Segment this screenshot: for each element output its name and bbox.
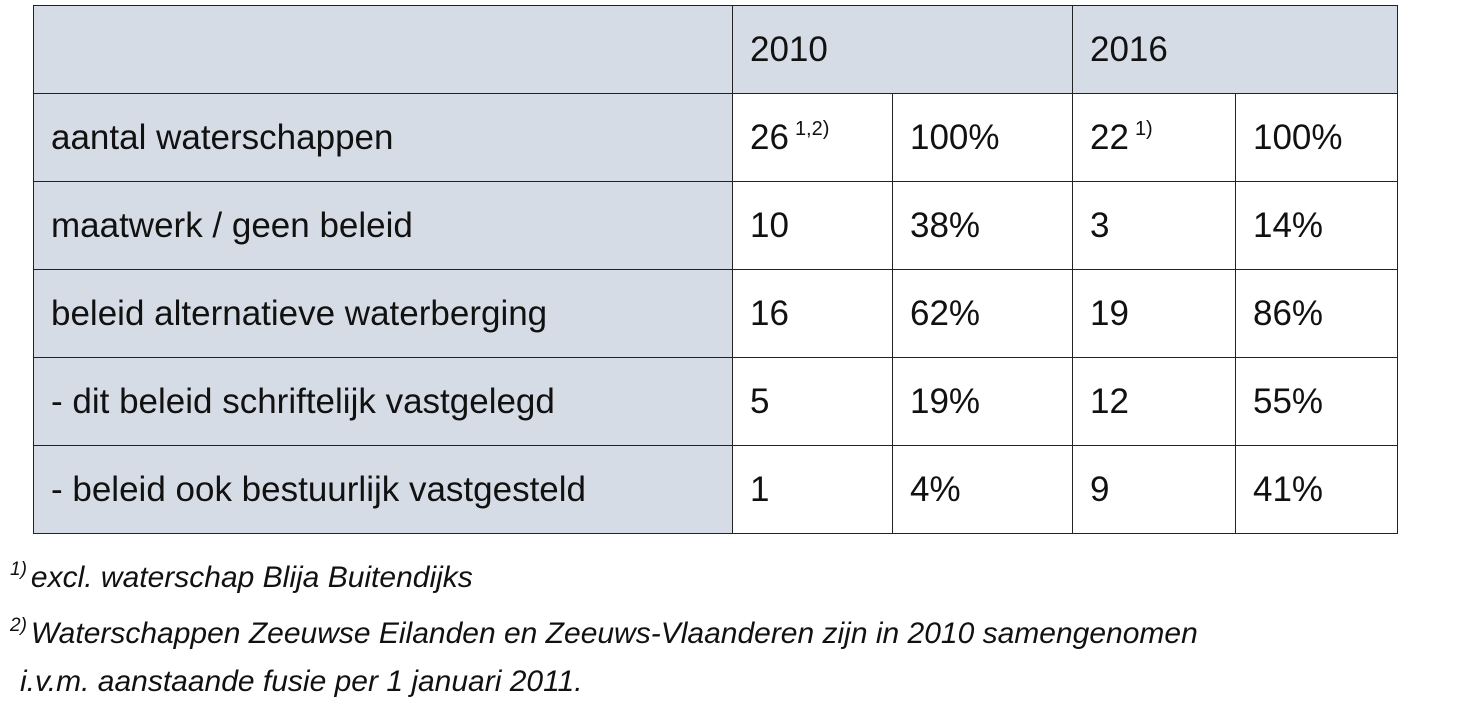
cell: 100% [892, 93, 1073, 182]
table-row: - dit beleid schriftelijk vastgelegd 5 19%… [33, 357, 1398, 446]
footnote-text: excl. waterschap Blija Buitendijks [30, 561, 473, 594]
cell: 26 1,2) [732, 93, 893, 182]
cell: 5 [732, 357, 893, 446]
footnote-mark: 1) [10, 559, 27, 580]
row-label: - beleid ook bestuurlijk vastgesteld [33, 445, 733, 534]
cell: 14% [1235, 181, 1398, 270]
footnote-line: 2) Waterschappen Zeeuwse Eilanden en Zeeu… [10, 602, 1198, 658]
table-row: aantal waterschappen 26 1,2) 100% 22 1) 100% [33, 93, 1398, 182]
cell: 10 [732, 181, 893, 270]
year-header: 2016 [1072, 5, 1398, 94]
footnote-mark: 2) [10, 615, 27, 636]
cell: 22 1) [1072, 93, 1236, 182]
table-row: maatwerk / geen beleid 10 38% 3 14% [33, 181, 1398, 270]
footnote-line: 1) excl. waterschap Blija Buitendijks [10, 546, 1198, 602]
cell-value: 26 [750, 117, 789, 157]
row-label: aantal waterschappen [33, 93, 733, 182]
cell: 16 [732, 269, 893, 358]
cell: 100% [1235, 93, 1398, 182]
cell: 3 [1072, 181, 1236, 270]
footnote-line: i.v.m. aanstaande fusie per 1 januari 20… [10, 658, 1198, 706]
cell-note: 1,2) [794, 117, 830, 140]
cell-value: 22 [1090, 117, 1129, 157]
cell: 1 [732, 445, 893, 534]
cell: 4% [892, 445, 1073, 534]
cell: 41% [1235, 445, 1398, 534]
cell: 55% [1235, 357, 1398, 446]
data-table: 2010 2016 aantal waterschappen 26 1,2) 100% 22… [33, 5, 1398, 534]
cell: 9 [1072, 445, 1236, 534]
row-label: maatwerk / geen beleid [33, 181, 733, 270]
cell: 86% [1235, 269, 1398, 358]
cell: 19% [892, 357, 1073, 446]
cell: 19 [1072, 269, 1236, 358]
cell-note: 1) [1134, 117, 1153, 140]
header-row: 2010 2016 [33, 5, 1398, 94]
cell: 38% [892, 181, 1073, 270]
cell: 62% [892, 269, 1073, 358]
cell: 12 [1072, 357, 1236, 446]
table-row: beleid alternatieve waterberging 16 62% 19 8… [33, 269, 1398, 358]
row-label: - dit beleid schriftelijk vastgelegd [33, 357, 733, 446]
footnotes: 1) excl. waterschap Blija Buitendijks 2) Wa… [10, 546, 1198, 706]
footnote-text: i.v.m. aanstaande fusie per 1 januari 20… [20, 665, 583, 698]
year-header: 2010 [732, 5, 1073, 94]
footnote-text: Waterschappen Zeeuwse Eilanden en Zeeuws… [30, 617, 1198, 650]
corner-cell [33, 5, 733, 94]
row-label: beleid alternatieve waterberging [33, 269, 733, 358]
table-row: - beleid ook bestuurlijk vastgesteld 1 4% 9… [33, 445, 1398, 534]
